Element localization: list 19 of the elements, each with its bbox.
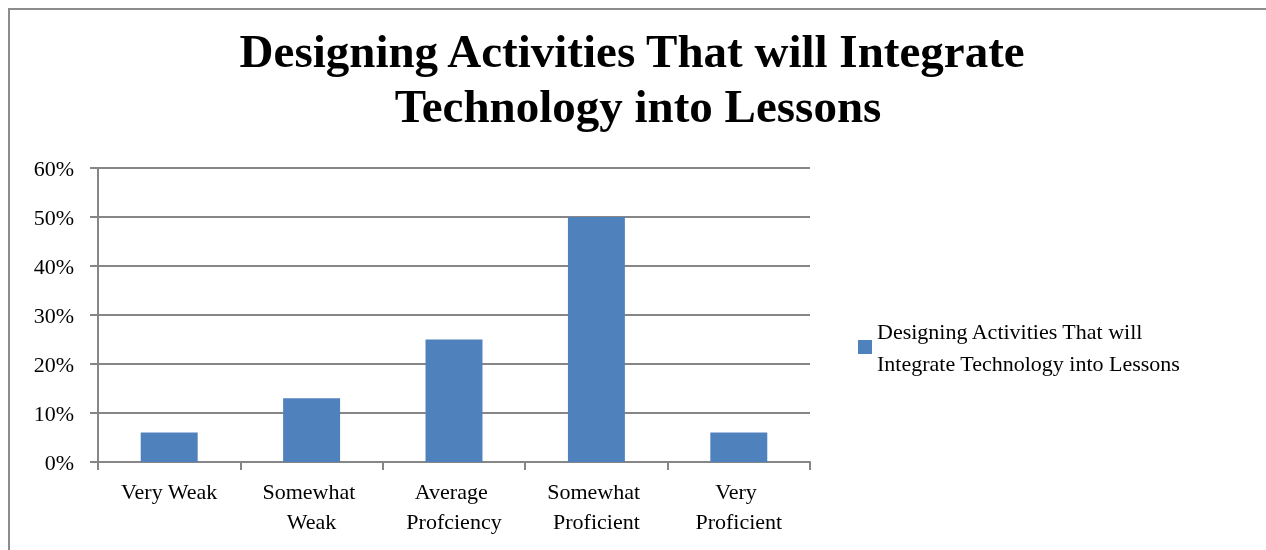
x-tick-label: Somewhat Proficient	[547, 478, 646, 534]
bar	[140, 432, 198, 462]
chart-title: Designing Activities That will Integrate Technology into Lessons	[239, 24, 1037, 132]
bar	[425, 339, 483, 462]
y-tick-label: 60%	[33, 155, 74, 181]
legend-label: Designing Activities That will Integrate Technology into Lessons	[877, 318, 1180, 376]
x-tick-label: Average Profciency	[406, 478, 502, 534]
x-tick-label: Very Weak	[121, 478, 218, 504]
y-tick-label: 40%	[33, 253, 74, 279]
y-tick-label: 50%	[33, 204, 74, 230]
x-tick-label: Somewhat Weak	[262, 478, 361, 534]
y-tick-label: 10%	[33, 400, 74, 426]
y-tick-label: 30%	[33, 302, 74, 328]
x-tick-label: Very Proficient	[695, 478, 783, 534]
bar	[710, 432, 768, 462]
bar	[567, 217, 625, 462]
y-tick-label: 0%	[44, 449, 74, 475]
y-tick-label: 20%	[33, 351, 74, 377]
bar	[283, 398, 341, 462]
